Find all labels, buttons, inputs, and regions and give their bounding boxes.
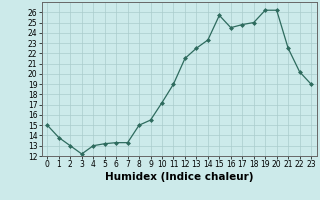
- X-axis label: Humidex (Indice chaleur): Humidex (Indice chaleur): [105, 172, 253, 182]
